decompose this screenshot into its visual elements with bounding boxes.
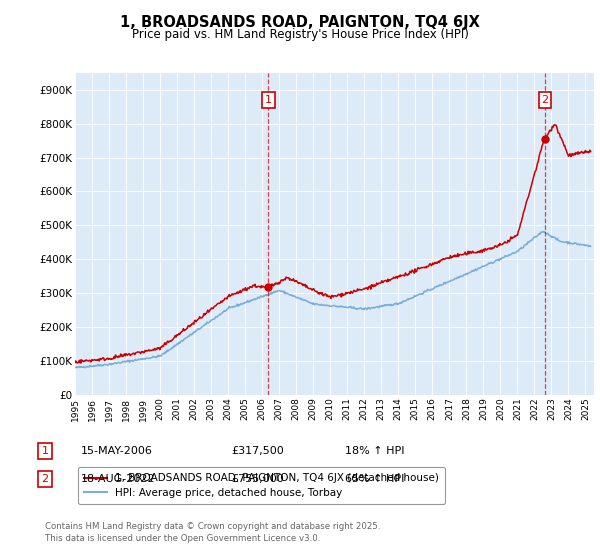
Text: 15-MAY-2006: 15-MAY-2006	[81, 446, 153, 456]
Text: Price paid vs. HM Land Registry's House Price Index (HPI): Price paid vs. HM Land Registry's House …	[131, 28, 469, 41]
Text: £317,500: £317,500	[231, 446, 284, 456]
Text: 1, BROADSANDS ROAD, PAIGNTON, TQ4 6JX: 1, BROADSANDS ROAD, PAIGNTON, TQ4 6JX	[120, 15, 480, 30]
Text: 1: 1	[41, 446, 49, 456]
Text: 18-AUG-2022: 18-AUG-2022	[81, 474, 155, 484]
Text: 2: 2	[541, 95, 548, 105]
Text: £755,000: £755,000	[231, 474, 284, 484]
Text: 65% ↑ HPI: 65% ↑ HPI	[345, 474, 404, 484]
Text: 1: 1	[265, 95, 272, 105]
Text: 2: 2	[41, 474, 49, 484]
Text: Contains HM Land Registry data © Crown copyright and database right 2025.
This d: Contains HM Land Registry data © Crown c…	[45, 522, 380, 543]
Text: 18% ↑ HPI: 18% ↑ HPI	[345, 446, 404, 456]
Legend: 1, BROADSANDS ROAD, PAIGNTON, TQ4 6JX (detached house), HPI: Average price, deta: 1, BROADSANDS ROAD, PAIGNTON, TQ4 6JX (d…	[77, 467, 445, 504]
